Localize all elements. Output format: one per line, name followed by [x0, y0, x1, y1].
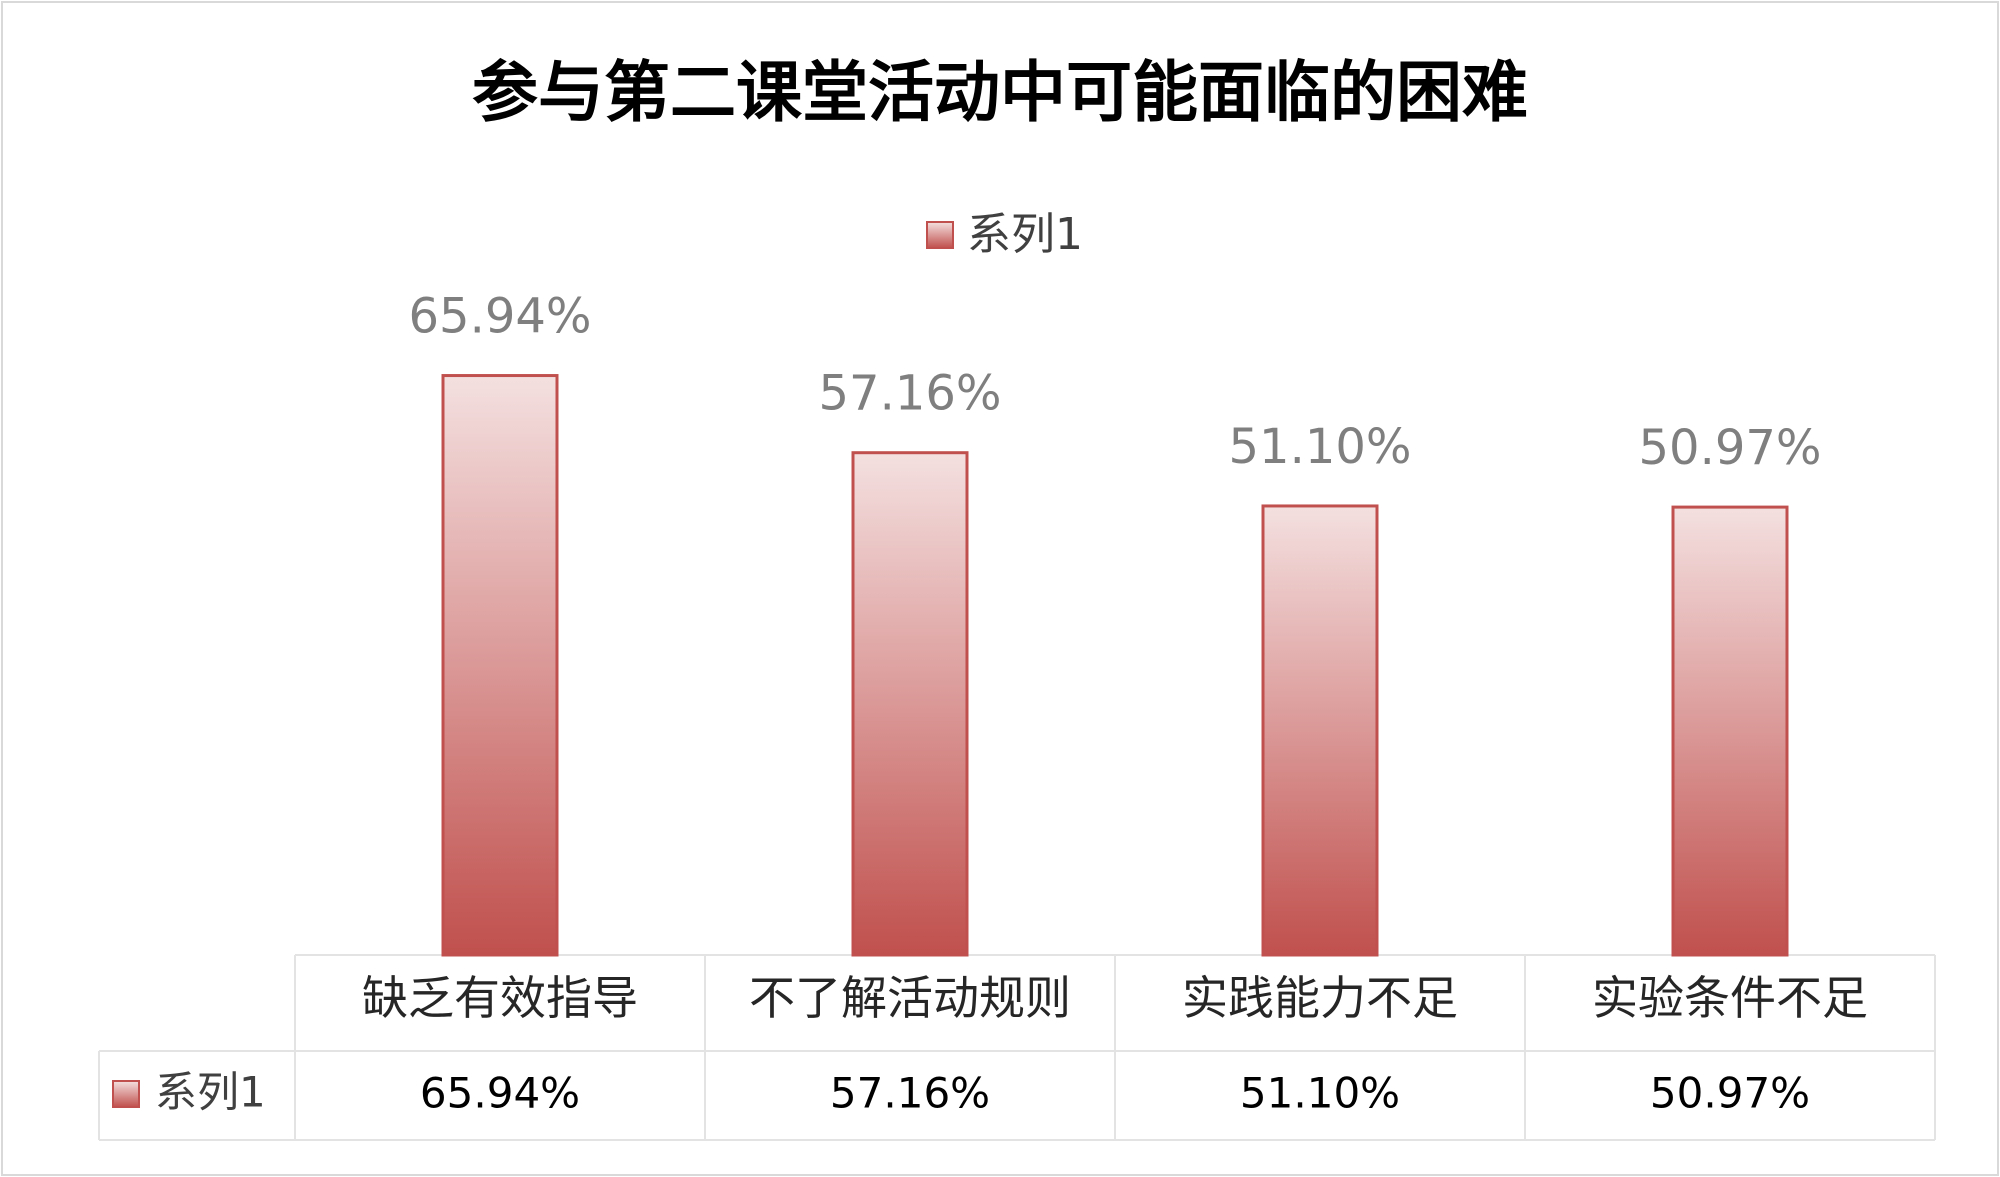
legend-label: 系列1 — [967, 209, 1083, 260]
bar — [1671, 505, 1789, 957]
legend-swatch — [926, 221, 954, 249]
bar — [441, 374, 559, 957]
bar — [1261, 504, 1379, 957]
x-tick-label: 不了解活动规则 — [749, 971, 1071, 1025]
x-tick-label: 实践能力不足 — [1182, 971, 1458, 1025]
table-value: 57.16% — [830, 1069, 990, 1118]
chart-title: 参与第二课堂活动中可能面临的困难 — [472, 53, 1528, 131]
x-tick-label: 实验条件不足 — [1592, 971, 1868, 1025]
bar — [851, 451, 969, 957]
legend-swatch — [112, 1080, 140, 1108]
table-value: 50.97% — [1650, 1069, 1810, 1118]
table-value: 65.94% — [420, 1069, 580, 1118]
table-value: 51.10% — [1240, 1069, 1400, 1118]
x-tick-label: 缺乏有效指导 — [362, 971, 638, 1025]
data-label: 51.10% — [1228, 419, 1411, 475]
data-label: 57.16% — [818, 366, 1001, 422]
table-legend-label: 系列1 — [155, 1068, 266, 1117]
data-label: 65.94% — [408, 289, 591, 345]
data-label: 50.97% — [1638, 420, 1821, 476]
